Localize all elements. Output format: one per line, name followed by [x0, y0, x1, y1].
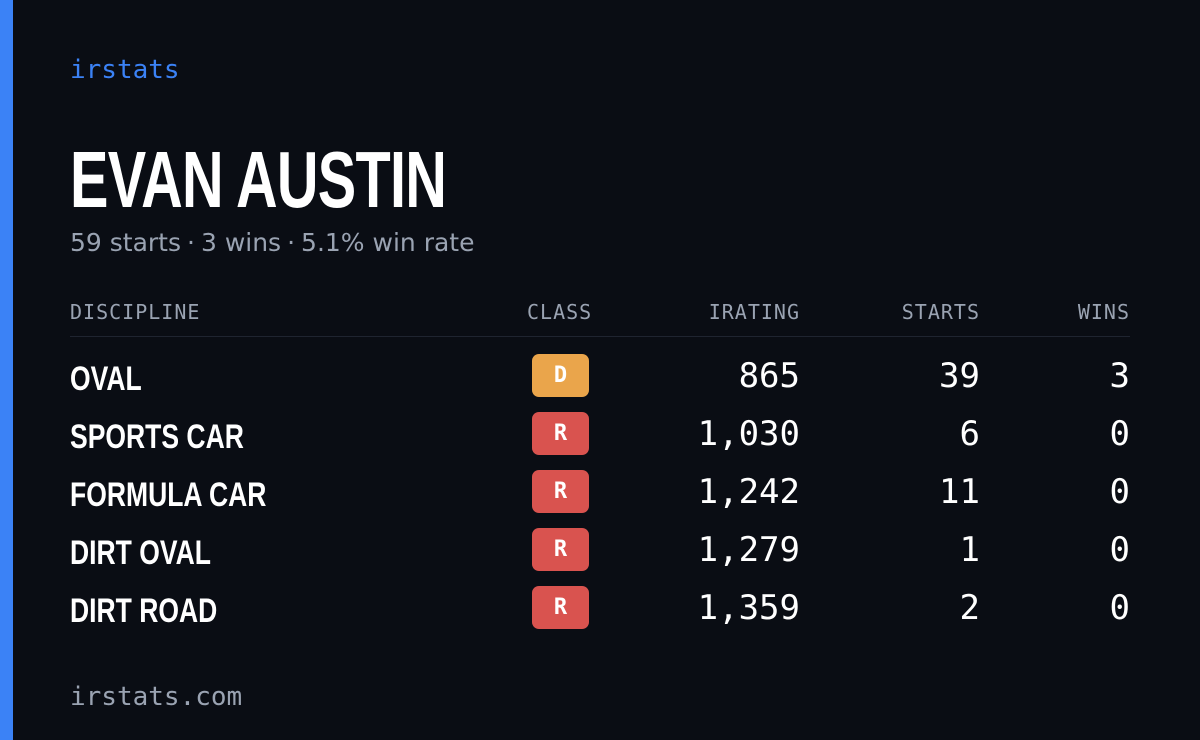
irating-value: 1,030 — [697, 414, 800, 454]
wins-value: 0 — [1109, 414, 1130, 454]
separator-dot: · — [287, 228, 296, 257]
driver-summary: 59 starts · 3 wins · 5.1% win rate — [70, 228, 474, 257]
header-discipline: DISCIPLINE — [70, 300, 201, 324]
table-row: FORMULA CAR R 1,242 11 0 — [70, 466, 1130, 524]
header-irating: IRATING — [708, 300, 800, 324]
irating-value: 1,279 — [697, 530, 800, 570]
table-row: DIRT OVAL R 1,279 1 0 — [70, 524, 1130, 582]
starts-value: 2 — [959, 588, 980, 628]
starts-value: 1 — [959, 530, 980, 570]
table-row: DIRT ROAD R 1,359 2 0 — [70, 582, 1130, 640]
wins-value: 0 — [1109, 530, 1130, 570]
table-row: SPORTS CAR R 1,030 6 0 — [70, 408, 1130, 466]
discipline-name: DIRT OVAL — [70, 534, 211, 572]
footer-url: irstats.com — [70, 682, 243, 712]
class-badge: R — [532, 412, 589, 455]
class-badge: R — [532, 470, 589, 513]
class-badge: R — [532, 528, 589, 571]
win-rate-summary: 5.1% win rate — [301, 228, 475, 257]
header-wins: WINS — [1077, 300, 1130, 324]
wins-value: 3 — [1109, 356, 1130, 396]
discipline-name: SPORTS CAR — [70, 418, 244, 456]
separator-dot: · — [187, 228, 195, 257]
wins-summary: 3 wins — [200, 228, 282, 257]
class-badge: D — [532, 354, 589, 397]
table-row: OVAL D 865 39 3 — [70, 350, 1130, 408]
driver-name: EVAN AUSTIN — [70, 135, 447, 224]
class-badge: R — [532, 586, 589, 629]
brand-logo-text: irstats — [70, 55, 180, 85]
discipline-name: OVAL — [70, 360, 142, 398]
discipline-name: DIRT ROAD — [70, 592, 218, 630]
header-class: CLASS — [527, 300, 593, 324]
discipline-table-body: OVAL D 865 39 3 SPORTS CAR R 1,030 6 0 F… — [70, 350, 1130, 640]
wins-value: 0 — [1109, 472, 1130, 512]
starts-value: 11 — [939, 472, 980, 512]
table-header: DISCIPLINE CLASS IRATING STARTS WINS — [70, 300, 1130, 337]
header-starts: STARTS — [901, 300, 980, 324]
starts-value: 39 — [939, 356, 980, 396]
irating-value: 1,242 — [697, 472, 800, 512]
irating-value: 1,359 — [697, 588, 800, 628]
irating-value: 865 — [738, 356, 800, 396]
discipline-name: FORMULA CAR — [70, 476, 267, 514]
starts-summary: 59 starts — [70, 228, 182, 257]
starts-value: 6 — [959, 414, 980, 454]
accent-bar — [0, 0, 13, 740]
wins-value: 0 — [1109, 588, 1130, 628]
